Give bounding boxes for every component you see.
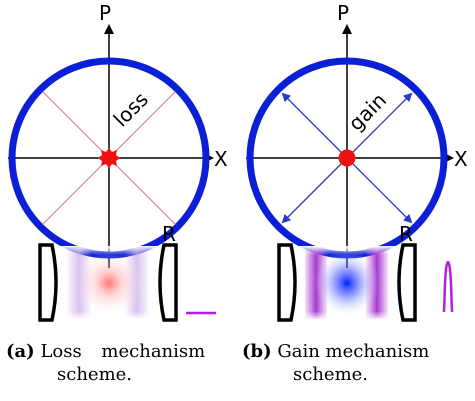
caption-a-text: Loss mechanism [40,341,206,362]
panel-b-left-mirror [277,243,297,322]
panel-b-gain-label: gain [344,88,392,136]
panel-a-loss-label: loss [109,87,153,131]
panel-b-p-axis-label: P [337,1,349,25]
panel-b-cavity: R [277,222,454,322]
panel-a-loss-state-dot [98,148,120,168]
caption-b-tag: (b) [242,341,272,362]
panel-b-mirror-label: R [399,222,413,246]
caption-a-text-line2: scheme. [57,364,133,385]
panel-b-output-trace [442,260,454,313]
panel-a-x-axis-label: X [214,147,228,171]
caption-a-tag: (a) [6,341,35,362]
panel-b-gain-state-dot [338,149,356,167]
panel-a-phase-space: X P loss [8,1,228,268]
caption-b-text-line2: scheme. [293,364,369,385]
panel-b-right-mirror [397,243,417,322]
panel-a-left-mirror [38,243,58,322]
panel-a-right-mirror [158,243,178,322]
gain-arrow-ne [346,92,413,159]
caption-b-text: Gain mechanism [277,341,430,362]
gain-arrow-se [346,157,413,224]
caption-panel-a: (a) Loss mechanism scheme. [6,340,236,386]
panel-a-cavity: R [38,222,216,322]
panel-a-mirror-label: R [162,222,176,246]
caption-panel-b: (b) Gain mechanism scheme. [242,340,474,386]
panel-a-loss-rays [41,90,177,226]
panel-a-p-axis-label: P [99,1,111,25]
panel-b-x-axis-label: X [454,147,468,171]
panel-b-phase-space: X P gain [246,1,468,268]
panel-b-gain-arrows [281,92,413,224]
gain-arrow-nw [281,92,348,159]
gain-arrow-sw [281,157,348,224]
